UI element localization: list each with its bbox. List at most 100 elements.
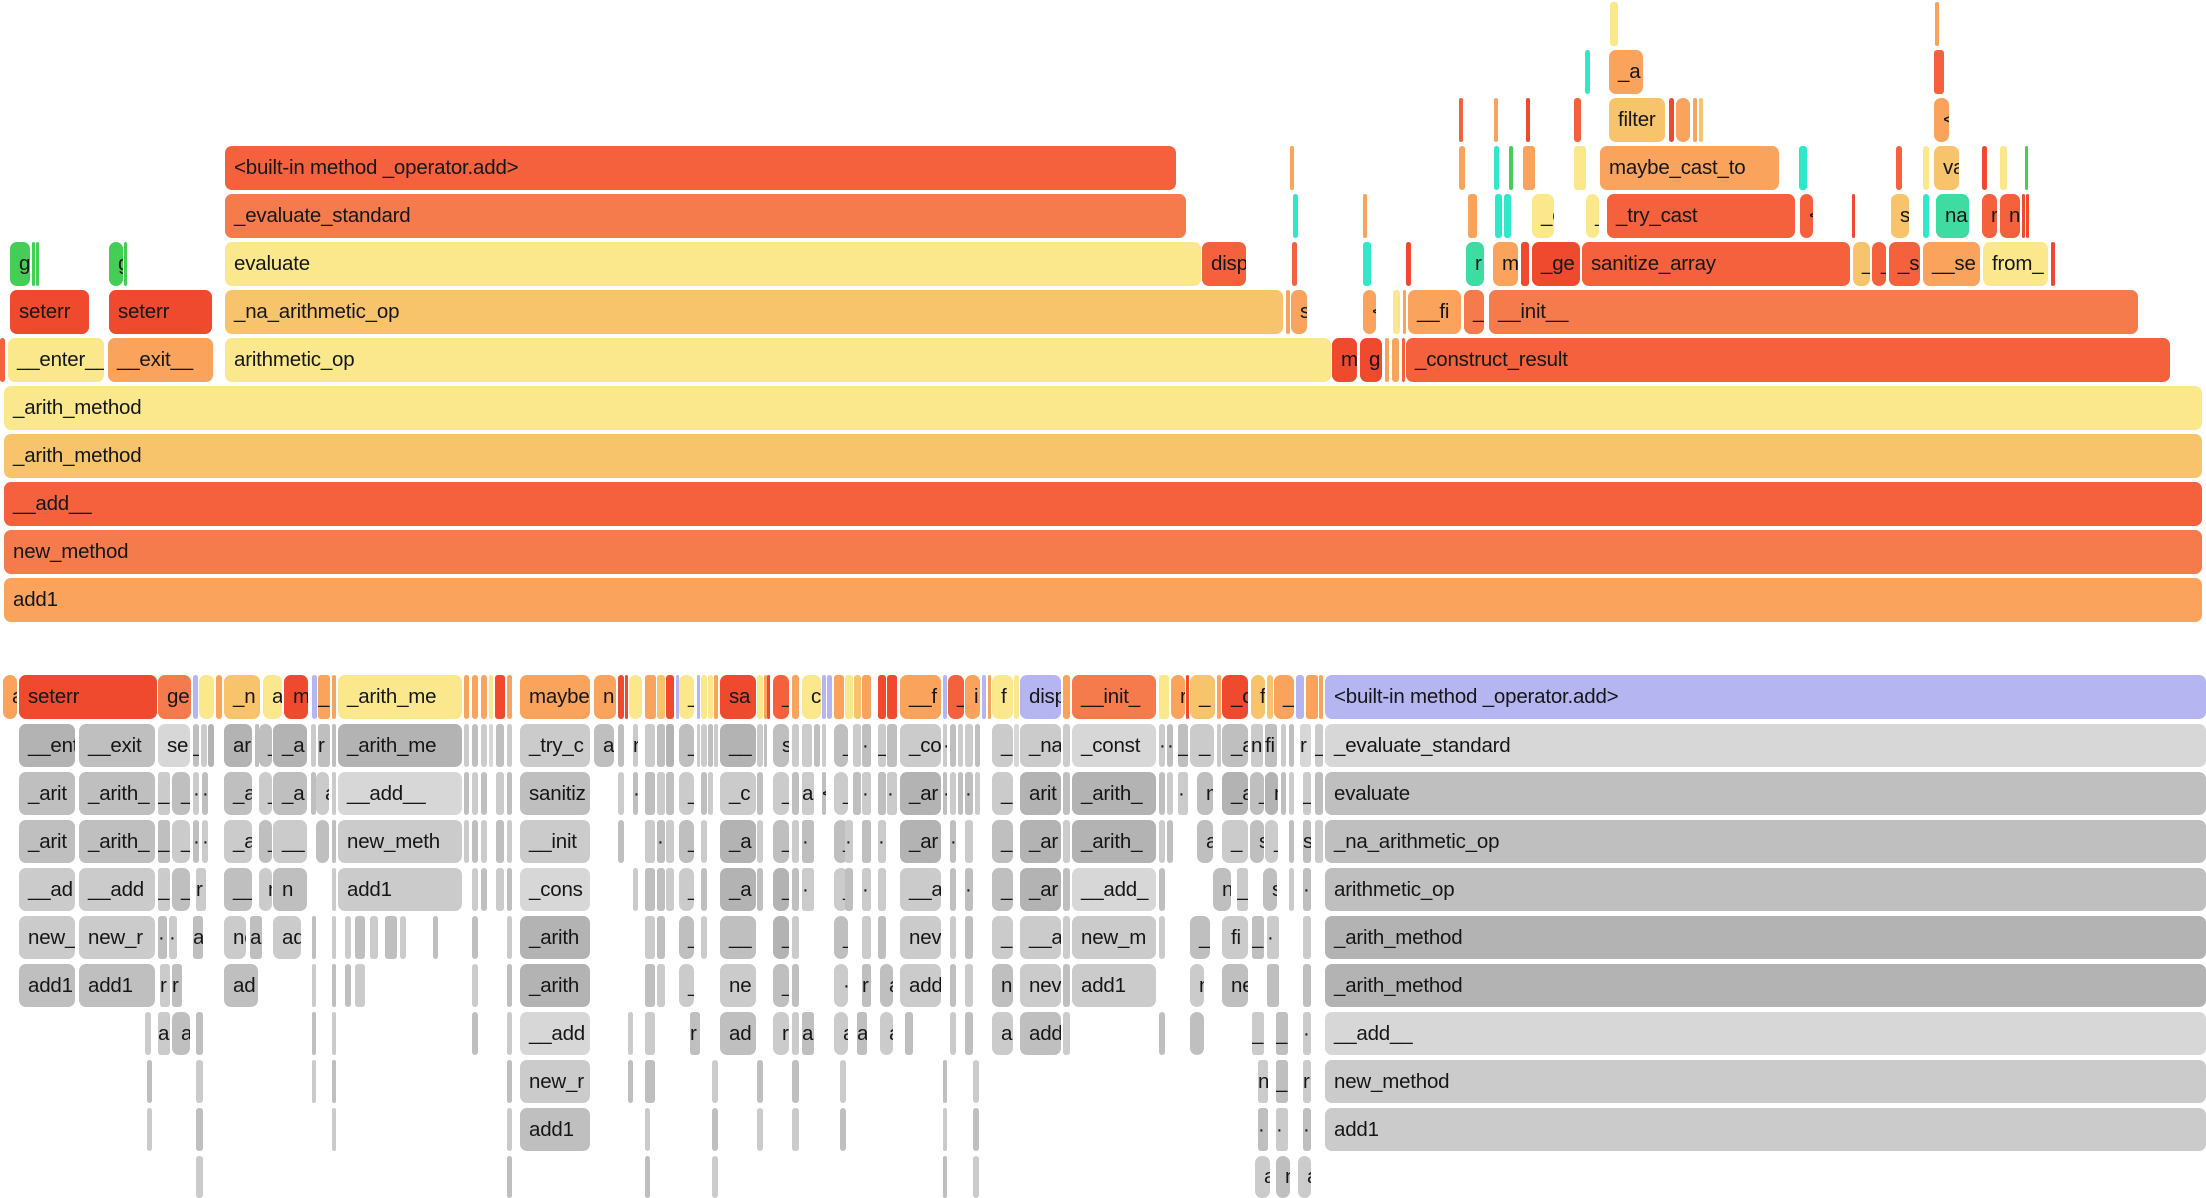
frame-sliver[interactable]	[199, 675, 214, 719]
frame-sliver[interactable]	[1459, 98, 1463, 142]
frame-_[interactable]: _	[1276, 1060, 1288, 1103]
frame-sliver[interactable]	[472, 675, 478, 719]
frame-sliver[interactable]	[657, 868, 665, 911]
frame-_[interactable]: _	[679, 868, 694, 911]
frame-sliver[interactable]	[495, 675, 505, 719]
frame-_[interactable]: _	[834, 916, 848, 959]
frame-sliver[interactable]	[645, 1108, 650, 1151]
frame-sliver[interactable]: ·	[1167, 724, 1173, 767]
frame-sliver[interactable]	[385, 916, 397, 959]
frame-add1[interactable]: add1	[4, 578, 2202, 622]
frame-sliver[interactable]	[332, 868, 336, 911]
frame-n[interactable]: n	[1276, 1156, 1290, 1198]
frame-_[interactable]: _	[773, 820, 789, 863]
frame-a[interactable]: a	[316, 772, 329, 815]
frame-sliver[interactable]	[332, 724, 336, 767]
frame-sliver[interactable]	[1167, 820, 1173, 863]
frame-sliver[interactable]: ·	[943, 772, 947, 815]
frame-sliver[interactable]: <	[822, 772, 826, 815]
frame-sliver[interactable]	[1306, 675, 1318, 719]
frame-__[interactable]: __	[720, 916, 756, 959]
frame-sliver[interactable]: ·	[193, 772, 199, 815]
frame-_[interactable]: _	[158, 772, 170, 815]
frame-sliver[interactable]: ·	[1276, 1108, 1288, 1151]
frame-__a[interactable]: __a	[900, 868, 941, 911]
frame-_a[interactable]: _a	[273, 724, 307, 767]
frame-sliver[interactable]	[792, 868, 799, 911]
frame-r[interactable]: r	[196, 868, 206, 911]
frame-sliver[interactable]	[965, 916, 973, 959]
frame-sliver[interactable]	[905, 1012, 913, 1055]
frame-__[interactable]: __	[720, 724, 756, 767]
frame-_ge[interactable]: _ge	[1532, 242, 1580, 286]
frame-sliver[interactable]	[878, 675, 886, 719]
frame-sliver[interactable]	[1852, 194, 1855, 238]
frame-sliver[interactable]	[1669, 98, 1674, 142]
frame-_[interactable]: _	[679, 772, 694, 815]
frame-_ar[interactable]: _ar	[900, 820, 941, 863]
frame-_[interactable]: _	[773, 916, 789, 959]
frame-sliver[interactable]	[345, 916, 351, 959]
frame-__enter__[interactable]: __enter__	[8, 338, 104, 382]
frame-sliver[interactable]: ·	[202, 772, 208, 815]
frame-_na_arithmetic_op[interactable]: _na_arithmetic_op	[225, 290, 1283, 334]
frame-fi[interactable]: fi	[1251, 675, 1265, 719]
frame-sliver[interactable]	[878, 916, 886, 959]
frame-sliver[interactable]	[1799, 146, 1807, 190]
frame-_[interactable]: _	[1190, 675, 1215, 719]
frame-sliver[interactable]: ·	[834, 964, 848, 1007]
frame-_[interactable]: _	[992, 868, 1013, 911]
frame-sliver[interactable]	[464, 820, 469, 863]
frame-sliver[interactable]	[1217, 724, 1221, 767]
frame-sliver[interactable]	[312, 1012, 316, 1055]
frame-sliver[interactable]	[2000, 146, 2007, 190]
frame-a[interactable]: a	[172, 1012, 190, 1055]
frame-se[interactable]: se	[158, 724, 190, 767]
frame-_[interactable]: _	[259, 772, 272, 815]
frame-n[interactable]: n	[594, 675, 616, 719]
frame-__add[interactable]: __add	[520, 1012, 590, 1055]
frame-seterr[interactable]: seterr	[10, 290, 89, 334]
frame-g[interactable]: g	[109, 242, 123, 286]
frame-add[interactable]: add	[880, 964, 893, 1007]
frame-sliver[interactable]	[1014, 675, 1019, 719]
frame-sliver[interactable]	[1267, 675, 1273, 719]
frame-sliver[interactable]	[193, 675, 198, 719]
frame-sliver[interactable]	[507, 1012, 512, 1055]
frame-ge[interactable]: ge	[158, 675, 191, 719]
frame-s[interactable]: s	[1291, 290, 1307, 334]
frame-r[interactable]: r	[862, 964, 871, 1007]
frame-sliver[interactable]	[1281, 772, 1286, 815]
frame-sliver[interactable]	[1406, 242, 1411, 286]
frame-_[interactable]: _	[773, 772, 789, 815]
frame-sliver[interactable]	[1363, 194, 1367, 238]
frame-_[interactable]: _	[992, 916, 1013, 959]
frame-n[interactable]: n	[259, 868, 272, 911]
frame-sliver[interactable]	[965, 724, 973, 767]
frame-_[interactable]: _	[773, 675, 789, 719]
frame-seterr[interactable]: seterr	[19, 675, 157, 719]
frame-sliver[interactable]	[792, 916, 799, 959]
frame-sliver[interactable]	[433, 916, 438, 959]
frame-sliver[interactable]: ·	[965, 772, 973, 815]
frame-a[interactable]: a	[263, 675, 282, 719]
frame-sliver[interactable]: ·	[862, 772, 871, 815]
frame-_a[interactable]: _a	[1222, 724, 1248, 767]
frame-sliver[interactable]	[973, 1060, 979, 1103]
frame-r[interactable]: r	[773, 1012, 789, 1055]
frame-f[interactable]: f	[992, 675, 1013, 719]
frame-sliver[interactable]	[216, 675, 222, 719]
frame-sliver[interactable]	[1934, 50, 1944, 94]
frame-_[interactable]: _	[193, 724, 199, 767]
frame-_const[interactable]: _const	[1072, 724, 1156, 767]
frame-sliver[interactable]	[757, 868, 763, 911]
frame-_e[interactable]: _e	[1532, 194, 1554, 238]
frame-r[interactable]: r	[1300, 724, 1311, 767]
frame-_arith_[interactable]: _arith_	[79, 820, 155, 863]
frame-_[interactable]: _	[1252, 916, 1264, 959]
frame-__ent[interactable]: __ent	[19, 724, 75, 767]
frame-_ar[interactable]: _ar	[900, 772, 941, 815]
frame-sliver[interactable]	[862, 916, 871, 959]
frame-m[interactable]: m	[284, 675, 308, 719]
frame-sliver[interactable]	[1303, 964, 1311, 1007]
